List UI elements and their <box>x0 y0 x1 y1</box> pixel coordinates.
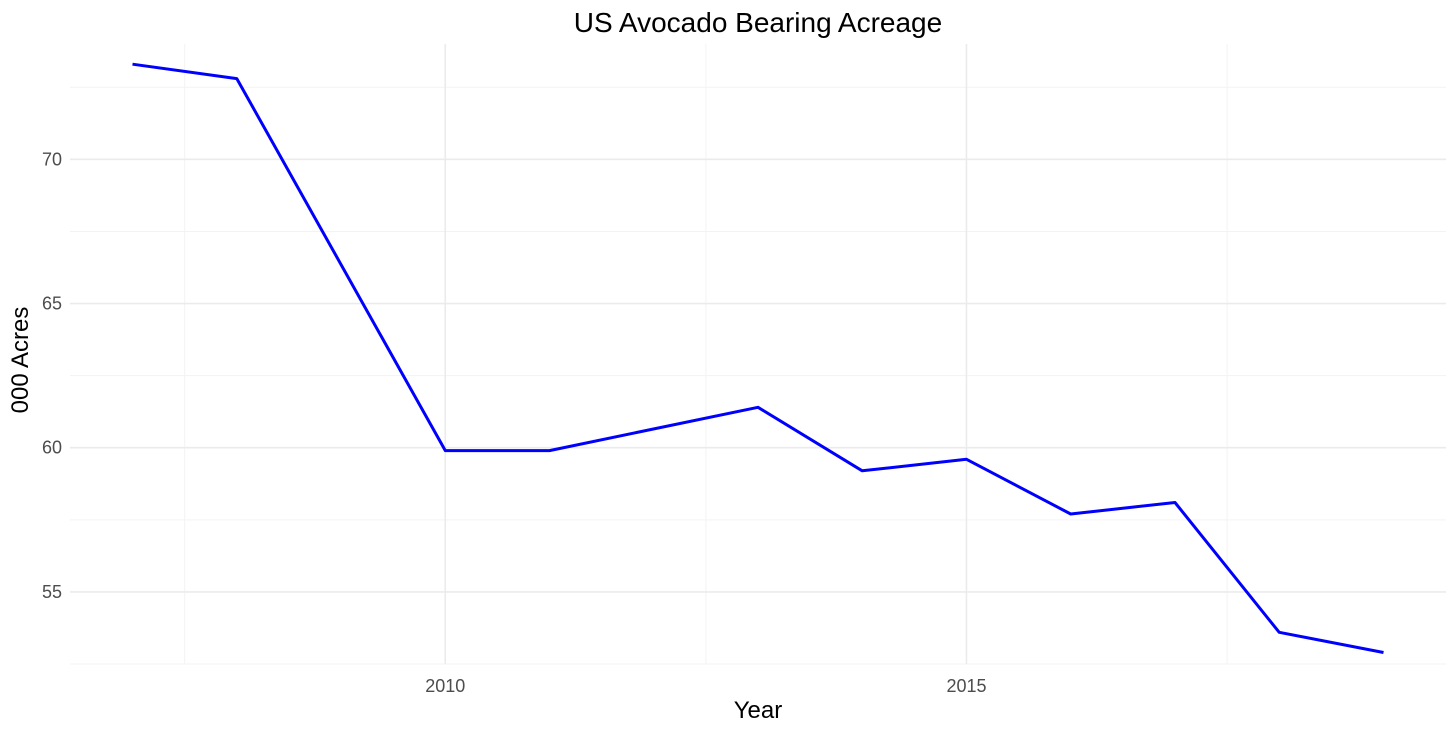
minor-gridlines <box>70 44 1446 665</box>
y-tick-label: 55 <box>42 582 62 602</box>
y-axis-title: 000 Acres <box>7 307 34 414</box>
series-line <box>132 62 1384 654</box>
tick-labels: 2010 2015 55 60 65 70 <box>42 149 987 696</box>
series-layer <box>132 62 1384 654</box>
y-tick-label: 60 <box>42 438 62 458</box>
x-tick-label: 2010 <box>425 676 465 696</box>
x-tick-label: 2015 <box>946 676 986 696</box>
y-tick-label: 65 <box>42 294 62 314</box>
major-gridlines <box>70 44 1446 664</box>
x-axis-title: Year <box>734 697 783 724</box>
y-tick-label: 70 <box>42 149 62 169</box>
chart-title: US Avocado Bearing Acreage <box>574 7 942 38</box>
